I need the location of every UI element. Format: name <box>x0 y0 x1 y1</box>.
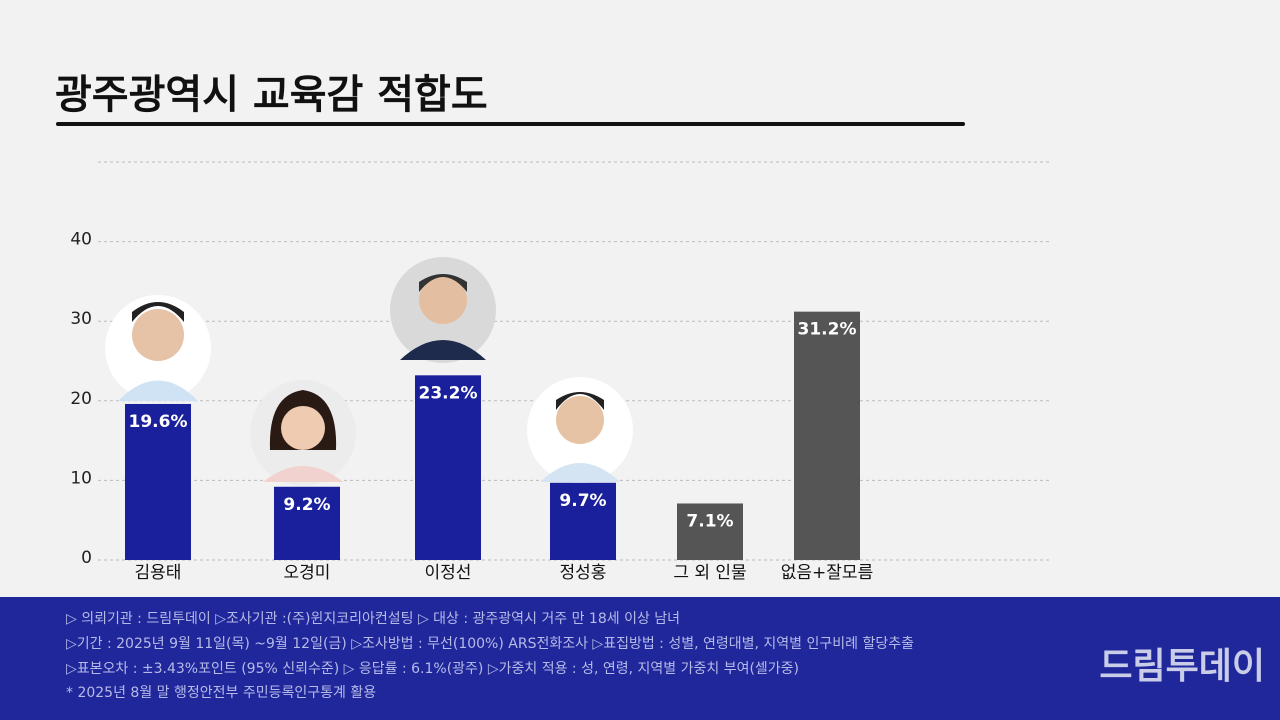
y-tick-label: 10 <box>70 468 92 488</box>
chart-title: 광주광역시 교육감 적합도 <box>55 72 488 118</box>
value-label: 23.2% <box>419 383 478 403</box>
bar <box>794 311 860 560</box>
value-label: 9.2% <box>283 495 330 515</box>
bar <box>125 403 191 560</box>
footer-band <box>0 597 1280 720</box>
value-label: 9.7% <box>559 491 606 511</box>
value-label: 31.2% <box>798 320 857 340</box>
footer-note: ▷ 의뢰기관 : 드림투데이 ▷조사기관 :(주)윈지코리아컨설팅 ▷ 대상 :… <box>66 611 680 627</box>
logo: 드림투데이 <box>1099 646 1265 687</box>
y-tick-label: 30 <box>70 309 92 329</box>
candidate-photo <box>105 295 211 401</box>
x-tick-label: 김용태 <box>135 563 182 583</box>
candidate-photo <box>390 257 496 363</box>
footer-note: ▷기간 : 2025년 9월 11일(목) ~9월 12일(금) ▷조사방법 :… <box>66 636 914 652</box>
candidate-photo <box>250 380 356 486</box>
y-tick-label: 40 <box>70 230 92 250</box>
footer-note: ▷표본오차 : ±3.43%포인트 (95% 신뢰수준) ▷ 응답률 : 6.1… <box>66 661 799 677</box>
bar <box>550 482 616 560</box>
x-tick-label: 없음+잘모름 <box>781 563 873 583</box>
x-tick-label: 그 외 인물 <box>673 563 746 583</box>
bar <box>677 503 743 560</box>
candidate-photo <box>527 377 633 483</box>
footer-note: * 2025년 8월 말 행정안전부 주민등록인구통계 활용 <box>66 685 376 701</box>
value-label: 19.6% <box>129 412 188 432</box>
background <box>0 0 1280 597</box>
x-tick-label: 오경미 <box>284 563 331 583</box>
x-tick-label: 정성홍 <box>560 563 607 583</box>
y-tick-label: 20 <box>70 389 92 409</box>
bar <box>274 486 340 560</box>
y-tick-label: 0 <box>81 548 92 568</box>
x-tick-label: 이정선 <box>425 563 472 583</box>
photos <box>105 257 633 486</box>
value-label: 7.1% <box>686 511 733 531</box>
bar <box>415 375 481 560</box>
